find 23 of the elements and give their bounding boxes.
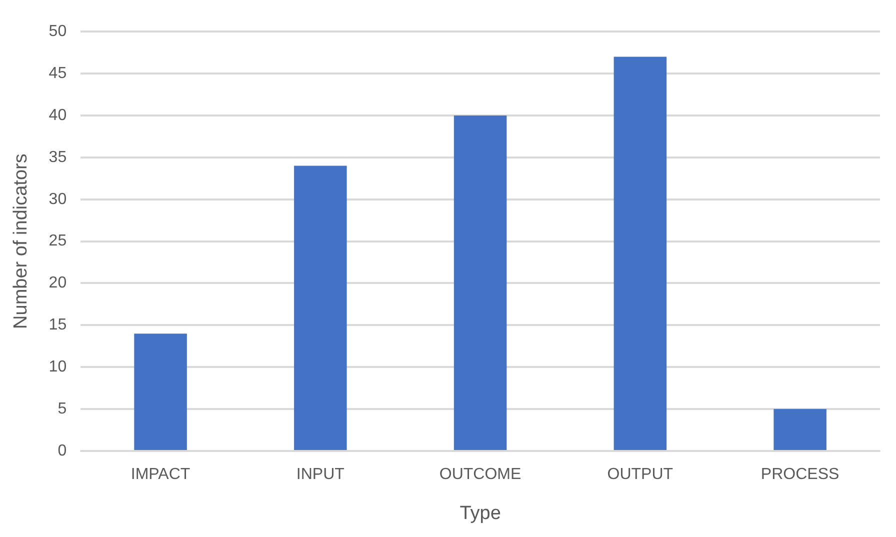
bar xyxy=(294,166,347,450)
bar xyxy=(454,115,507,450)
y-tick-label: 45 xyxy=(48,64,67,82)
y-tick-label: 5 xyxy=(58,400,67,418)
x-tick-label: IMPACT xyxy=(130,466,190,484)
x-axis-title: Type xyxy=(460,502,501,524)
x-tick-label: OUTPUT xyxy=(607,466,674,484)
y-tick-label: 20 xyxy=(48,274,67,292)
y-tick-label: 35 xyxy=(48,148,67,166)
x-tick-label: OUTCOME xyxy=(439,466,522,484)
y-tick-label: 40 xyxy=(48,106,67,124)
y-tick-label: 25 xyxy=(48,232,67,250)
x-tick-label: INPUT xyxy=(296,466,345,484)
x-tick-label: PROCESS xyxy=(760,466,840,484)
y-tick-label: 10 xyxy=(48,358,67,376)
y-tick-label: 15 xyxy=(48,316,67,334)
y-tick-label: 30 xyxy=(48,190,67,208)
bar xyxy=(134,334,187,450)
y-tick-label: 50 xyxy=(48,23,67,40)
y-tick-label: 0 xyxy=(58,442,67,460)
y-axis-title: Number of indicators xyxy=(10,154,32,329)
bar xyxy=(774,409,826,450)
bar xyxy=(614,56,667,450)
